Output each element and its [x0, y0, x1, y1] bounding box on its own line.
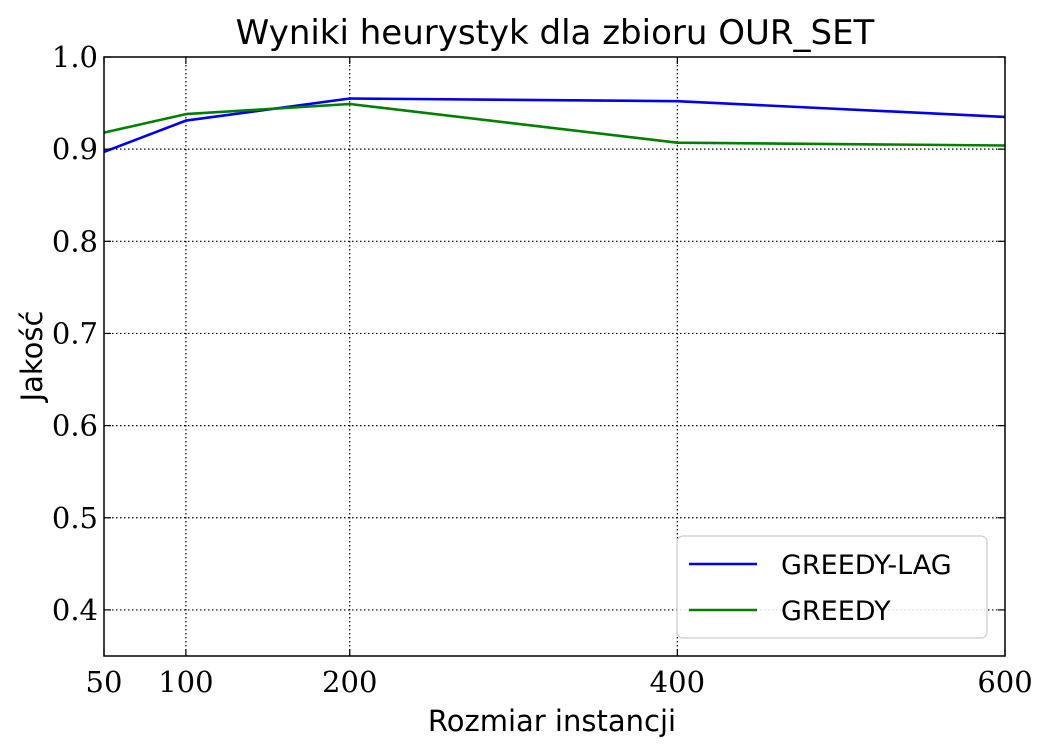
axis-ticks: 50 100 200 400 600 0.4 0.5 0.6 0.7 0.8 0.9 1.0 [52, 40, 1033, 699]
series-line-greedy-lag [103, 97, 1006, 154]
y-tick-label: 0.4 [52, 593, 98, 627]
y-tick-label: 1.0 [52, 40, 98, 74]
legend-label: GREEDY-LAG [781, 550, 952, 581]
y-tick-label: 0.7 [52, 316, 98, 350]
y-tick-label: 0.9 [52, 132, 98, 166]
y-tick-label: 0.5 [52, 501, 98, 535]
plot-frame [103, 56, 1006, 657]
x-tick-label: 100 [158, 665, 213, 699]
x-tick-label: 400 [650, 665, 705, 699]
y-axis-label: Jakość [15, 311, 49, 404]
legend-label: GREEDY [781, 596, 891, 627]
series-layer [103, 97, 1006, 154]
y-tick-label: 0.8 [52, 224, 98, 258]
x-tick-label: 50 [86, 665, 123, 699]
chart-title: Wyniki heurystyk dla zbioru OUR_SET [236, 13, 875, 53]
y-tick-label: 0.6 [52, 409, 98, 443]
legend-box [676, 535, 988, 639]
x-axis-label: Rozmiar instancji [428, 704, 676, 738]
series-line-greedy [103, 102, 1006, 147]
x-tick-label: 200 [322, 665, 377, 699]
x-tick-label: 600 [977, 665, 1032, 699]
legend: GREEDY-LAG GREEDY [676, 535, 988, 639]
